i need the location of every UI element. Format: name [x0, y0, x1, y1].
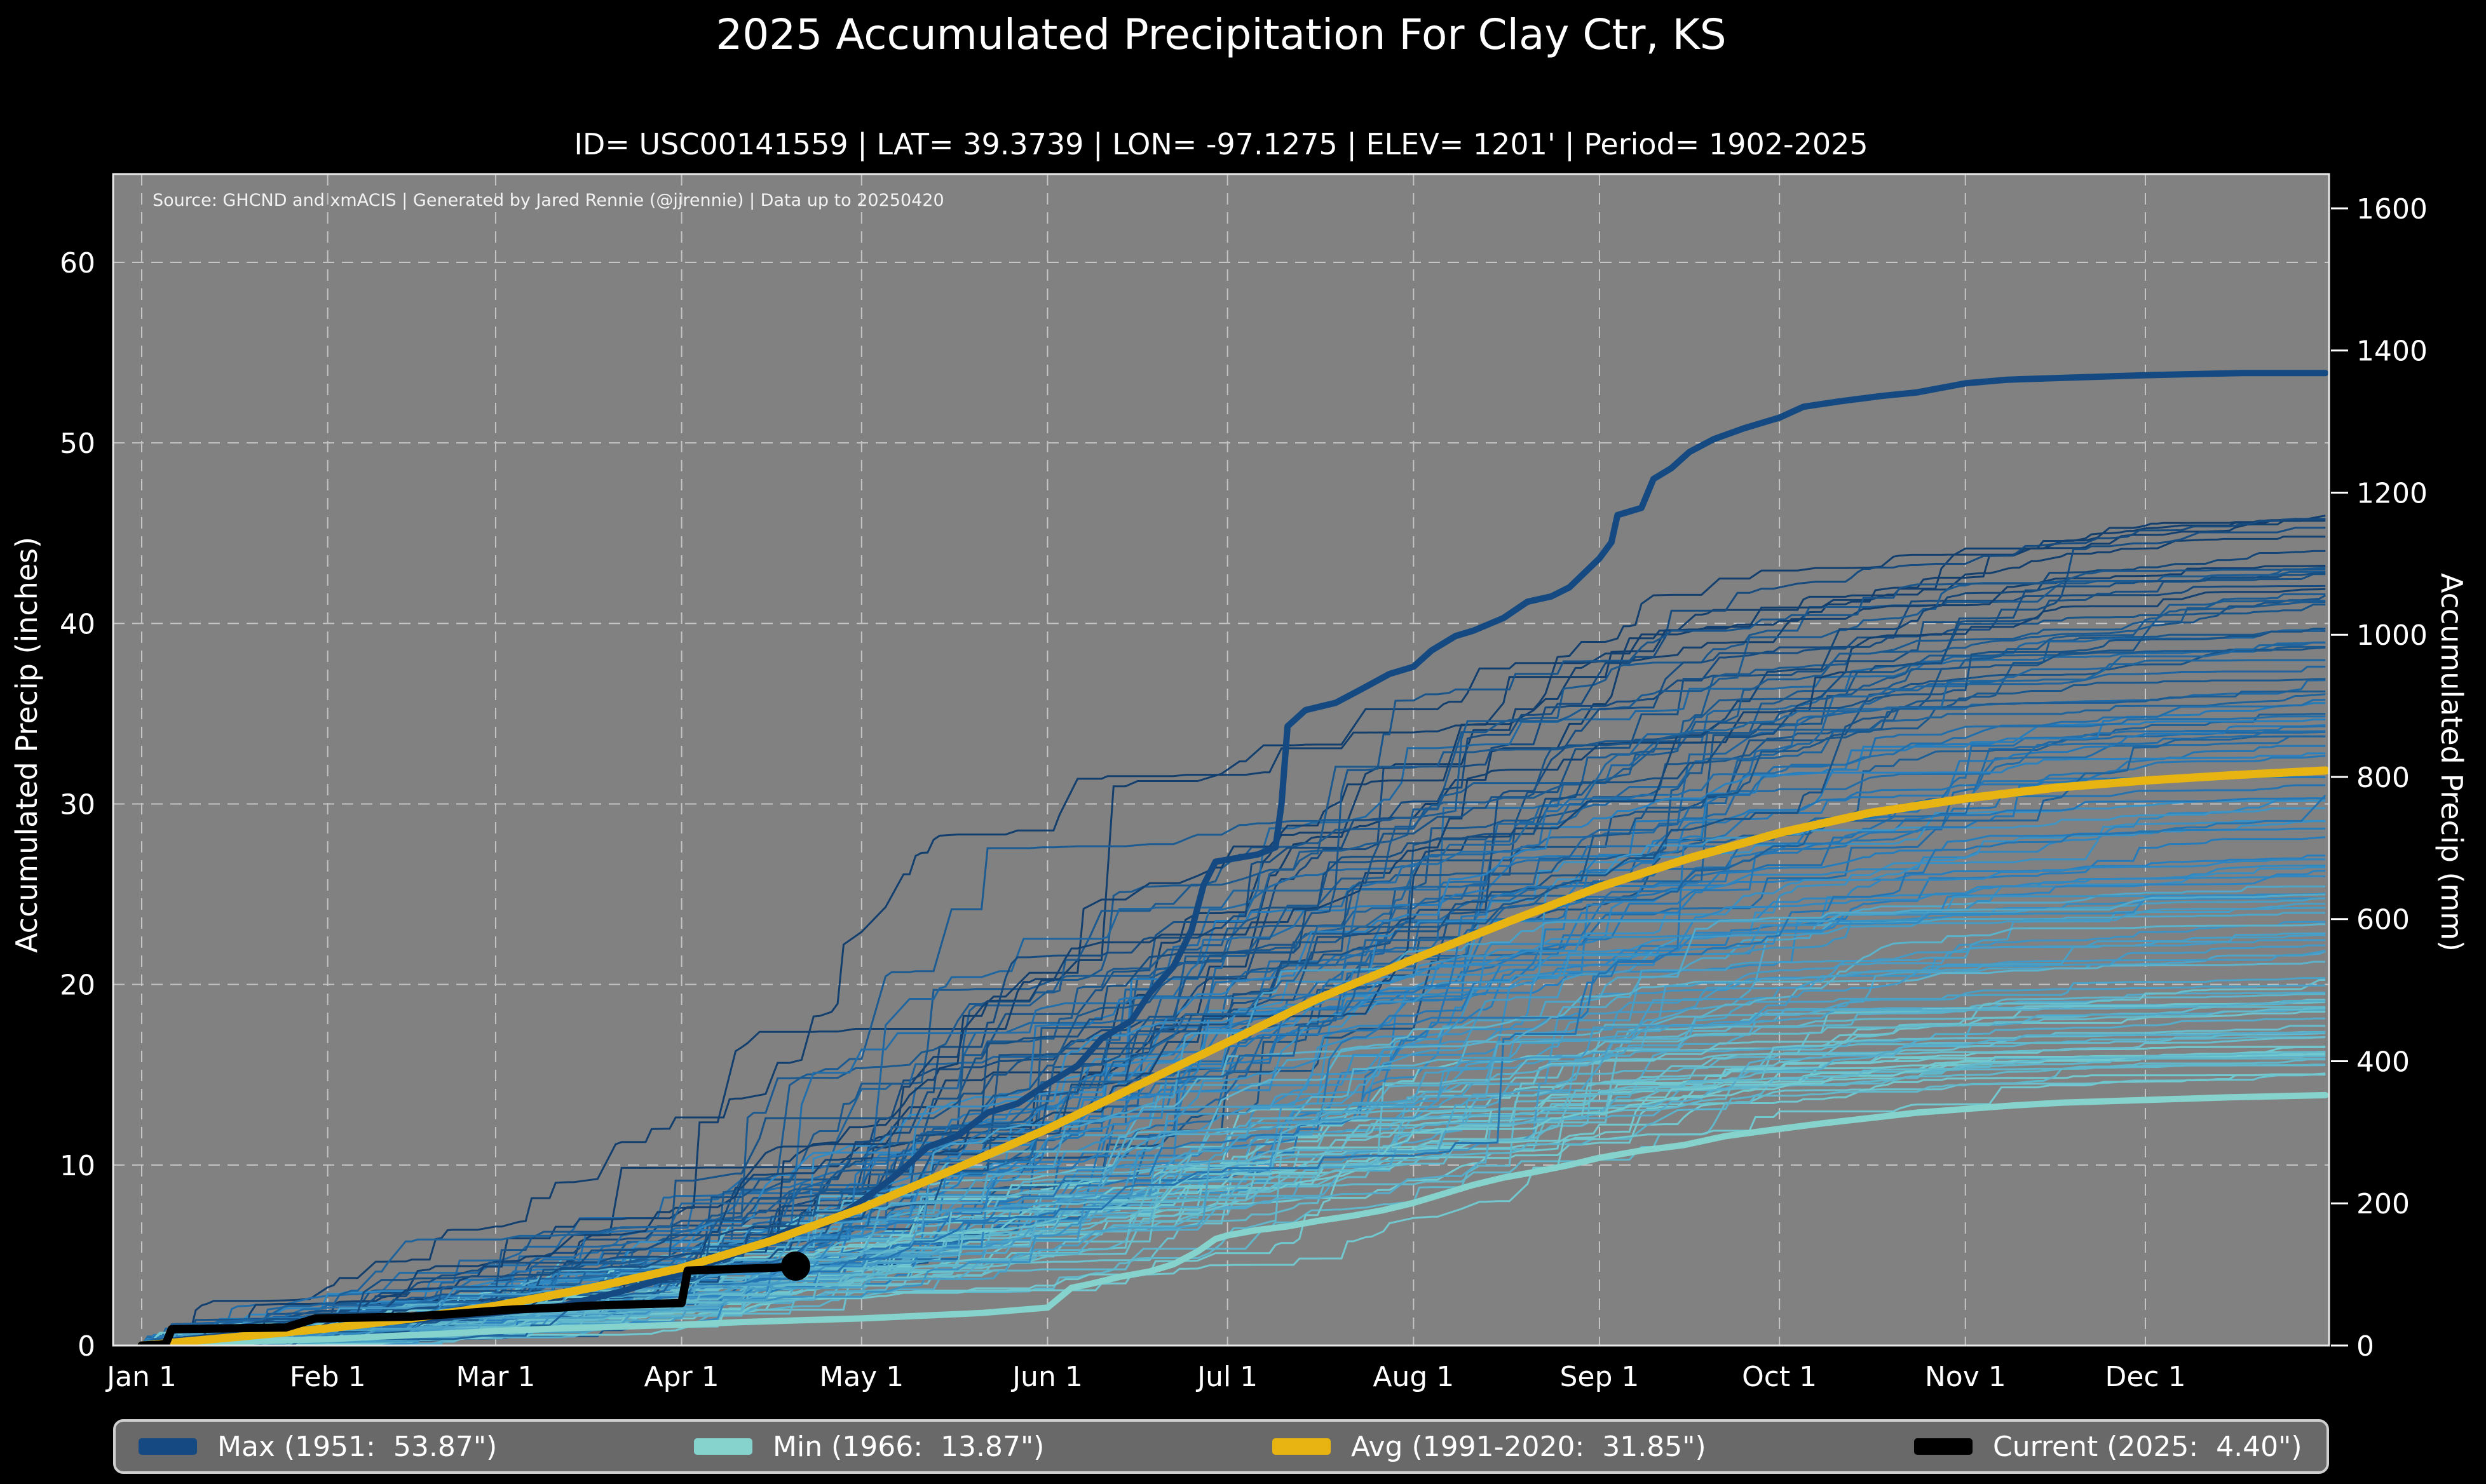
y-right-tick-label: 200	[2356, 1188, 2410, 1220]
ensemble-line	[141, 897, 2326, 1346]
legend-item-max: Max (1951: 53.87")	[139, 1422, 497, 1471]
y-left-tick-label: 0	[78, 1330, 95, 1363]
ensemble-line	[142, 588, 2326, 1346]
chart-lines	[137, 370, 2329, 1346]
x-tick-label: Nov 1	[1925, 1361, 2006, 1393]
legend-label-avg: Avg (1991-2020: 31.85")	[1351, 1430, 1706, 1463]
y-right-tick-label: 0	[2356, 1330, 2374, 1363]
ensemble-line	[142, 807, 2326, 1346]
x-tick-label: Mar 1	[456, 1361, 535, 1393]
x-tick-label: Jul 1	[1195, 1361, 1258, 1393]
max-line-swatch	[139, 1438, 197, 1455]
y-left-tick-label: 10	[60, 1150, 95, 1182]
source-note: Source: GHCND and xmACIS | Generated by …	[153, 191, 944, 210]
avg-line	[137, 766, 2329, 1346]
ensemble-line	[142, 641, 2326, 1346]
min-line	[139, 1091, 2329, 1346]
x-tick-label: Sep 1	[1559, 1361, 1639, 1393]
x-tick-label: May 1	[819, 1361, 904, 1393]
avg-line-swatch	[1272, 1438, 1331, 1455]
x-tick-label: Feb 1	[290, 1361, 366, 1393]
legend-item-avg: Avg (1991-2020: 31.85")	[1272, 1422, 1706, 1471]
legend: Max (1951: 53.87") Min (1966: 13.87") Av…	[113, 1419, 2329, 1474]
legend-label-max: Max (1951: 53.87")	[217, 1430, 498, 1463]
y-axis-label-mm: Accumulated Precip (mm)	[2435, 572, 2469, 952]
legend-label-current: Current (2025: 4.40")	[1993, 1430, 2302, 1463]
ensemble-line	[142, 659, 2326, 1346]
y-axis-label-inches: Accumulated Precip (inches)	[10, 536, 44, 953]
legend-item-current: Current (2025: 4.40")	[1914, 1422, 2302, 1471]
x-tick-label: Dec 1	[2105, 1361, 2185, 1393]
ensemble-line	[142, 604, 2326, 1346]
y-left-tick-label: 50	[60, 428, 95, 460]
y-right-tick-label: 1400	[2356, 335, 2428, 368]
page-title: 2025 Accumulated Precipitation For Clay …	[716, 10, 1727, 59]
y-left-tick-label: 60	[60, 247, 95, 280]
x-tick-label: Oct 1	[1742, 1361, 1817, 1393]
gridlines	[113, 174, 2329, 1346]
y-right-tick-label: 800	[2356, 762, 2410, 794]
ensemble-line	[142, 569, 2326, 1346]
plot-border	[112, 173, 2330, 1347]
ensemble-line	[142, 572, 2326, 1346]
ensemble-line	[142, 518, 2326, 1346]
ensemble-line	[142, 565, 2326, 1346]
x-tick-label: Aug 1	[1373, 1361, 1454, 1393]
current-line-swatch	[1914, 1438, 1973, 1455]
x-tick-label: Jun 1	[1010, 1361, 1083, 1393]
y-right-tick-label: 1600	[2356, 193, 2428, 226]
y-right-tick-label: 1000	[2356, 619, 2428, 652]
ensemble-line	[142, 1017, 2326, 1346]
station-subtitle: ID= USC00141559 | LAT= 39.3739 | LON= -9…	[574, 127, 1868, 161]
legend-label-min: Min (1966: 13.87")	[773, 1430, 1045, 1463]
y-right-tick-label: 600	[2356, 904, 2410, 936]
y-left-tick-label: 40	[60, 608, 95, 640]
current-endpoint-dot	[780, 1251, 810, 1281]
ensemble-line	[141, 735, 2326, 1346]
y-right-tick-label: 400	[2356, 1046, 2410, 1078]
y-left-tick-label: 30	[60, 789, 95, 821]
ensemble-line	[141, 1057, 2326, 1346]
ensemble-line	[142, 934, 2326, 1346]
x-tick-label: Jan 1	[105, 1361, 177, 1393]
x-tick-label: Apr 1	[644, 1361, 719, 1393]
current-line	[137, 1262, 800, 1346]
ensemble-line	[142, 679, 2326, 1346]
ensemble-line	[140, 520, 2326, 1346]
legend-item-min: Min (1966: 13.87")	[694, 1422, 1044, 1471]
y-right-tick-label: 1200	[2356, 477, 2428, 509]
ensemble-line	[142, 600, 2326, 1346]
min-line-swatch	[694, 1438, 752, 1455]
y-left-tick-label: 20	[60, 969, 95, 1002]
ensemble-line	[142, 932, 2326, 1346]
ensemble-line	[141, 699, 2326, 1346]
right-axis-ticks	[2331, 207, 2348, 1347]
